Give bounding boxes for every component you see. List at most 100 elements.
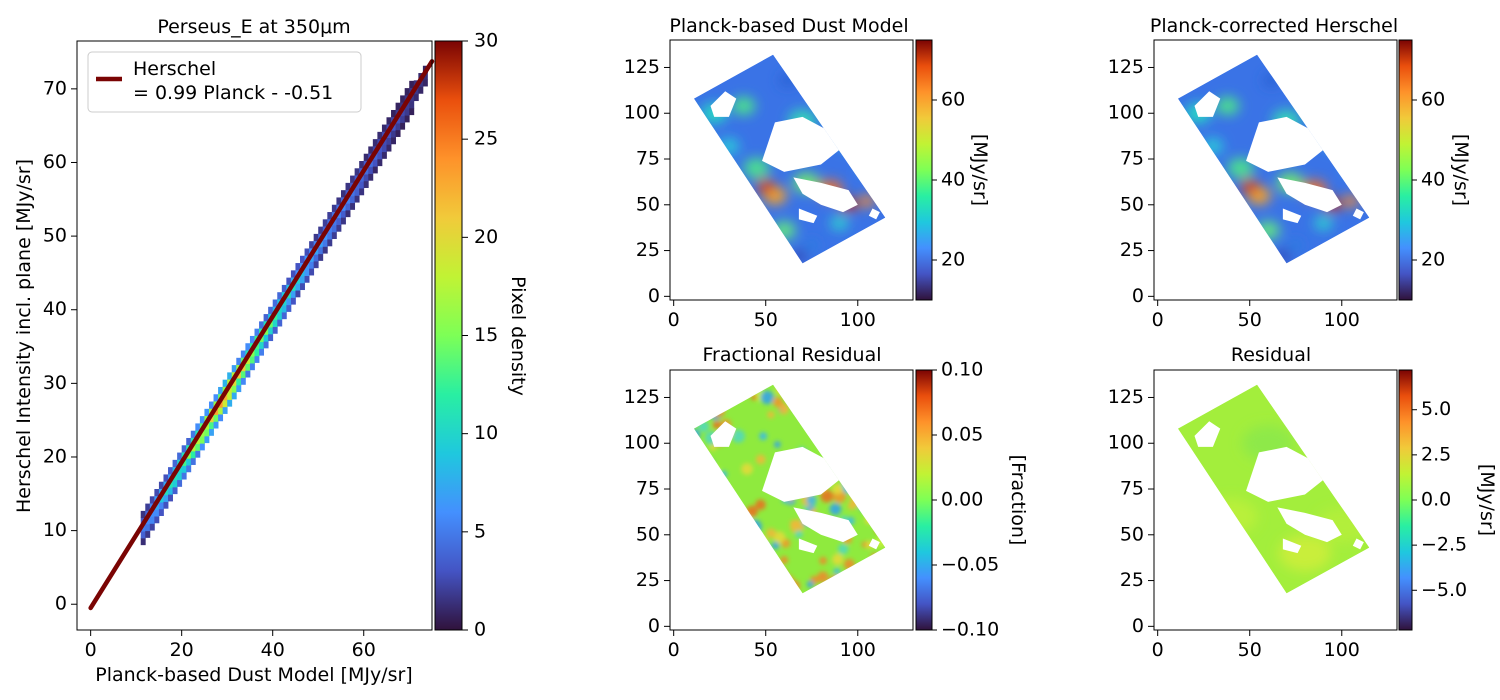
map-y-tick-label: 75 bbox=[636, 478, 660, 500]
density-cell bbox=[295, 283, 301, 291]
map-frame-residual bbox=[1153, 369, 1398, 631]
density-x-tick-label: 40 bbox=[261, 639, 285, 661]
map-residual-blob bbox=[708, 502, 718, 512]
map-residual-blob bbox=[843, 558, 855, 570]
density-cell bbox=[400, 122, 406, 130]
map-masked-region bbox=[1194, 421, 1221, 447]
density-cell bbox=[363, 174, 369, 182]
density-cell bbox=[208, 401, 214, 409]
density-cell bbox=[254, 348, 260, 357]
map-y-tick-label: 100 bbox=[1108, 102, 1144, 124]
density-cell bbox=[268, 327, 274, 335]
density-cell bbox=[240, 370, 246, 379]
density-cell bbox=[254, 328, 260, 336]
map-texture bbox=[693, 384, 886, 594]
map-emission-blob bbox=[772, 221, 796, 240]
map-y-tick-label: 125 bbox=[624, 56, 660, 78]
map-residual-blob bbox=[880, 419, 886, 428]
density-cell bbox=[404, 88, 410, 96]
map-residual-blob bbox=[780, 556, 789, 565]
density-cell bbox=[222, 399, 228, 408]
density-y-tick-label: 40 bbox=[43, 298, 67, 320]
density-cell bbox=[158, 508, 164, 516]
density-cell bbox=[190, 430, 196, 438]
density-x-tick-label: 20 bbox=[170, 639, 194, 661]
density-cell bbox=[163, 494, 169, 502]
map-residual-blob bbox=[792, 388, 802, 398]
density-cell bbox=[154, 509, 160, 517]
density-cell bbox=[409, 80, 415, 89]
map-residual-blob bbox=[700, 458, 715, 473]
map-residual-blob bbox=[814, 384, 823, 390]
map-residual-blob bbox=[839, 450, 847, 459]
density-cell bbox=[236, 384, 242, 393]
density-cell bbox=[208, 421, 214, 430]
density-cell bbox=[227, 392, 233, 400]
colorbar-label-fractional-residual: [Fraction] bbox=[1007, 455, 1029, 546]
density-cell bbox=[313, 233, 319, 242]
colorbar-label-planck-dust-model: [MJy/sr] bbox=[969, 134, 991, 206]
density-cell bbox=[181, 445, 187, 453]
map-panel-planck-corrected-herschel: Planck-corrected Herschel 0 50 100 0 25 50 75… bbox=[1108, 15, 1472, 331]
map-emission-blob bbox=[1227, 158, 1254, 179]
density-cell bbox=[418, 86, 424, 94]
density-cell bbox=[286, 277, 292, 285]
map-x-tick-label: 50 bbox=[754, 309, 778, 331]
density-cell bbox=[381, 144, 387, 153]
density-cell bbox=[336, 197, 342, 205]
map-colorbar-tick-label: 2.5 bbox=[1421, 443, 1451, 465]
map-x-tick-label: 50 bbox=[1238, 639, 1262, 661]
map-image-planck-corrected-herschel bbox=[1177, 54, 1370, 264]
density-cell bbox=[227, 399, 233, 407]
density-cell bbox=[336, 224, 342, 232]
density-cell bbox=[259, 348, 265, 356]
colorbar-label-planck-corrected-herschel: [MJy/sr] bbox=[1450, 134, 1472, 206]
density-cell bbox=[327, 212, 333, 220]
density-cell bbox=[199, 416, 205, 424]
density-cell bbox=[240, 377, 246, 385]
map-residual-blob bbox=[704, 559, 712, 567]
density-cell bbox=[340, 190, 346, 198]
map-residual-blob bbox=[878, 459, 886, 469]
density-cell bbox=[404, 108, 410, 116]
density-cell bbox=[290, 297, 296, 305]
map-residual-blob bbox=[744, 554, 756, 566]
map-residual-blob bbox=[695, 511, 710, 526]
map-colorbar-tick-label: 0.10 bbox=[941, 359, 983, 381]
map-residual-blob bbox=[712, 420, 722, 429]
map-masked-region bbox=[762, 116, 840, 172]
map-residual-blob bbox=[753, 556, 763, 566]
map-residual-blob bbox=[751, 565, 764, 578]
density-cell bbox=[236, 357, 242, 365]
map-y-tick-label: 75 bbox=[1120, 148, 1144, 170]
density-cell bbox=[231, 365, 237, 373]
map-residual-blob bbox=[719, 568, 730, 579]
map-title-planck-corrected-herschel: Planck-corrected Herschel bbox=[1150, 15, 1398, 37]
map-residual-blob bbox=[693, 582, 701, 594]
density-cell bbox=[368, 166, 374, 174]
map-texture bbox=[1177, 384, 1370, 594]
map-masked-region bbox=[868, 538, 880, 550]
colorbar-ticks-planck-corrected-herschel: 20 40 60 bbox=[1412, 89, 1445, 271]
map-colorbar-tick-label: 0.05 bbox=[941, 424, 983, 446]
map-texture bbox=[1177, 54, 1370, 264]
map-residual-blob bbox=[778, 404, 789, 415]
map-residual-blob bbox=[711, 529, 725, 543]
density-cell bbox=[245, 363, 251, 371]
map-x-tick-label: 0 bbox=[1152, 309, 1164, 331]
map-residual-blob bbox=[827, 423, 839, 436]
density-cell bbox=[195, 450, 201, 458]
map-residual-blob bbox=[693, 582, 701, 594]
map-residual-blob bbox=[712, 405, 725, 418]
map-colorbar-tick-label: 20 bbox=[1421, 249, 1445, 271]
map-emission-blob bbox=[1256, 221, 1280, 240]
map-x-tick-label: 100 bbox=[1324, 639, 1360, 661]
map-frame-planck-dust-model bbox=[669, 39, 914, 301]
map-residual-blob bbox=[693, 540, 698, 550]
density-cell bbox=[300, 282, 305, 291]
map-emission-blob bbox=[1202, 138, 1224, 155]
density-cell bbox=[195, 443, 201, 451]
map-emission-blob bbox=[859, 195, 875, 208]
map-residual-blob bbox=[819, 556, 827, 565]
map-colorbar-tick-label: 20 bbox=[941, 249, 965, 271]
